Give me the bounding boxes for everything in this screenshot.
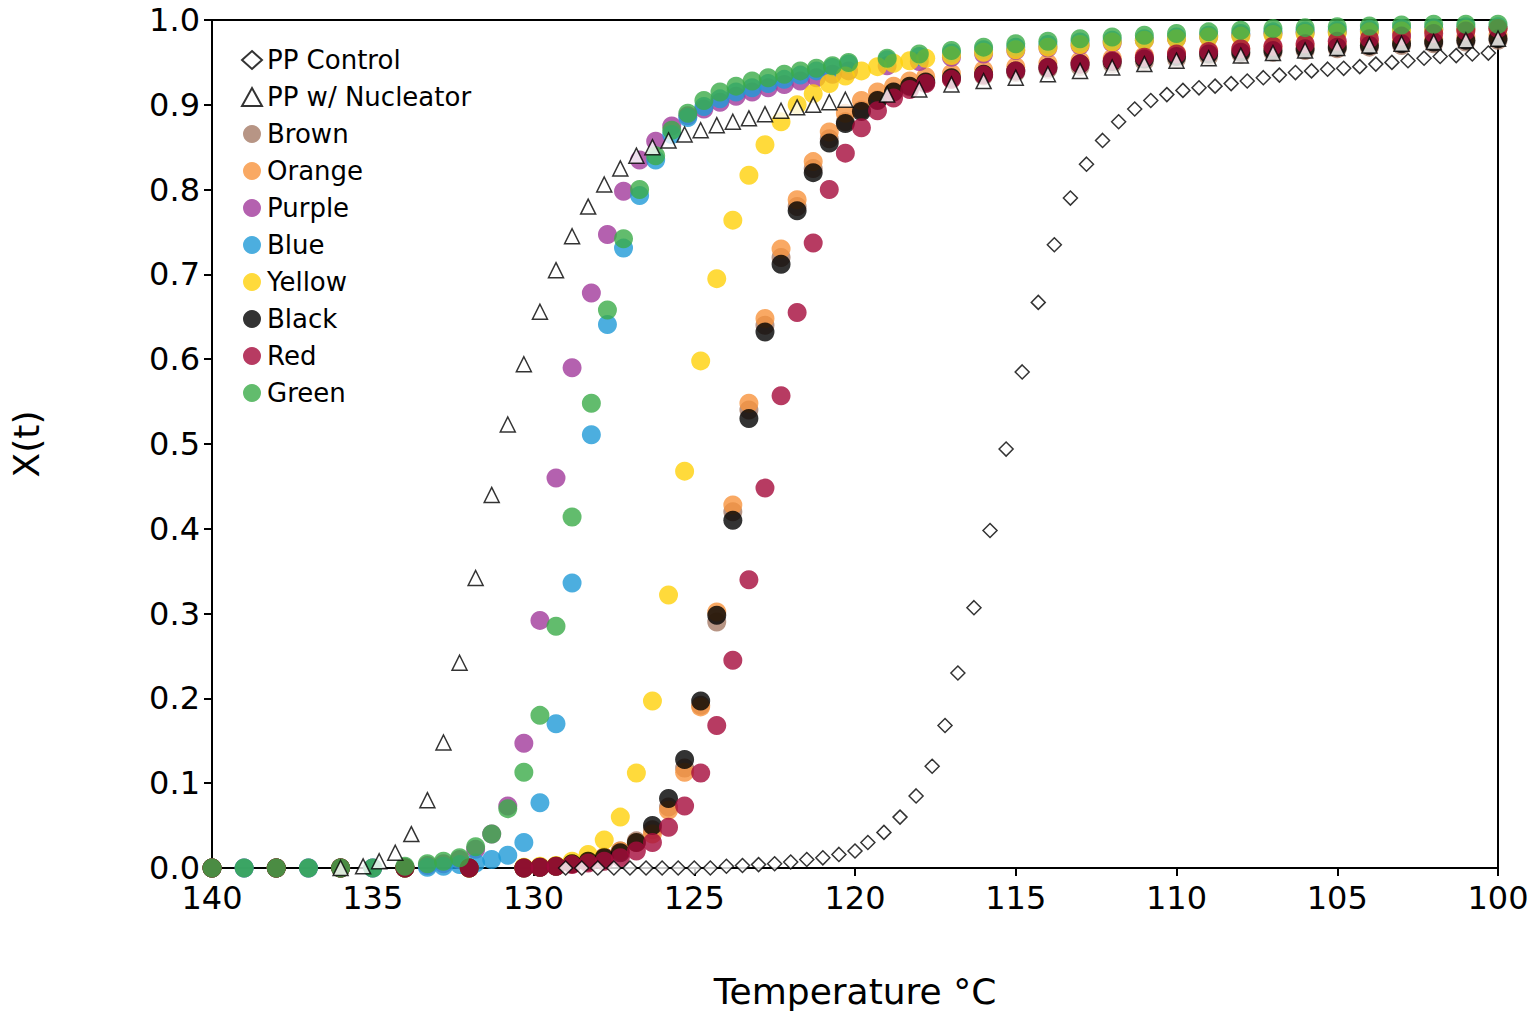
svg-text:Purple: Purple <box>267 193 349 223</box>
svg-text:Yellow: Yellow <box>266 267 347 297</box>
svg-text:0.3: 0.3 <box>149 595 200 633</box>
svg-text:Red: Red <box>267 341 316 371</box>
svg-text:140: 140 <box>181 879 242 917</box>
svg-text:0.8: 0.8 <box>149 171 200 209</box>
svg-text:Blue: Blue <box>267 230 325 260</box>
svg-text:0.4: 0.4 <box>149 510 200 548</box>
svg-text:120: 120 <box>824 879 885 917</box>
svg-text:125: 125 <box>664 879 725 917</box>
svg-text:105: 105 <box>1307 879 1368 917</box>
svg-text:130: 130 <box>503 879 564 917</box>
svg-text:0.1: 0.1 <box>149 764 200 802</box>
svg-text:1.0: 1.0 <box>149 1 200 39</box>
svg-text:110: 110 <box>1146 879 1207 917</box>
svg-text:0.7: 0.7 <box>149 255 200 293</box>
svg-text:0.0: 0.0 <box>149 849 200 887</box>
svg-text:0.5: 0.5 <box>149 425 200 463</box>
svg-text:Orange: Orange <box>267 156 363 186</box>
svg-text:Green: Green <box>267 378 346 408</box>
svg-text:0.2: 0.2 <box>149 679 200 717</box>
svg-text:0.9: 0.9 <box>149 86 200 124</box>
svg-text:Black: Black <box>267 304 337 334</box>
svg-text:0.6: 0.6 <box>149 340 200 378</box>
svg-text:Brown: Brown <box>267 119 349 149</box>
svg-text:135: 135 <box>342 879 403 917</box>
svg-text:115: 115 <box>985 879 1046 917</box>
svg-text:PP w/ Nucleator: PP w/ Nucleator <box>267 82 471 112</box>
svg-text:PP Control: PP Control <box>267 45 401 75</box>
svg-text:Temperature °C: Temperature °C <box>713 971 997 1012</box>
svg-text:100: 100 <box>1467 879 1528 917</box>
svg-text:X(t): X(t) <box>6 411 47 478</box>
